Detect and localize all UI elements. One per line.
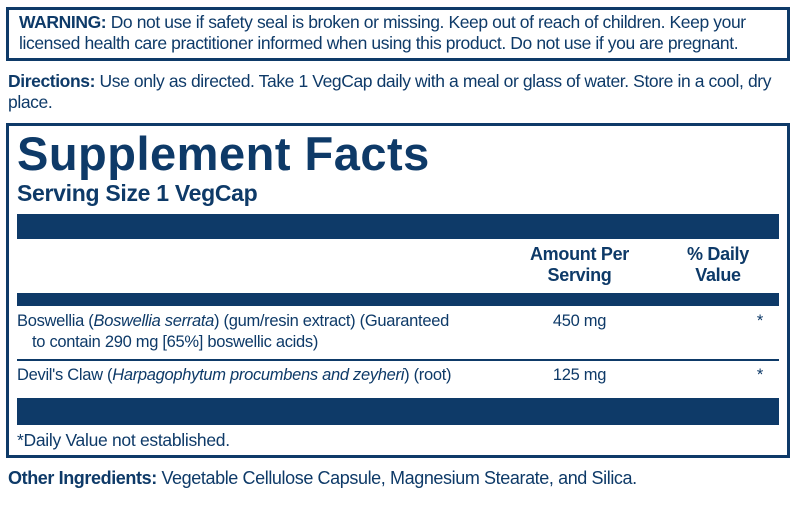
directions-text: Use only as directed. Take 1 VegCap dail… xyxy=(8,71,772,112)
botanical-name: Boswellia serrata xyxy=(93,312,215,330)
other-ingredients-label: Other Ingredients: xyxy=(8,468,157,488)
separator-bar-middle xyxy=(17,293,779,306)
daily-value-header-line2: Value xyxy=(695,265,741,285)
serving-size: Serving Size 1 VegCap xyxy=(17,180,258,206)
daily-value-header: % Daily Value xyxy=(657,244,779,286)
supplement-facts-panel: Supplement Facts Serving Size 1 VegCap A… xyxy=(6,123,790,458)
daily-value-footnote: *Daily Value not established. xyxy=(17,430,230,450)
other-ingredients: Other Ingredients: Vegetable Cellulose C… xyxy=(6,467,790,489)
directions-label: Directions: xyxy=(8,71,96,91)
separator-bar-bottom xyxy=(17,398,779,425)
ingredient-name: Devil's Claw (Harpagophytum procumbens a… xyxy=(17,365,502,386)
amount-header-line1: Amount Per xyxy=(529,244,629,264)
column-headers-row: Amount Per Serving % Daily Value xyxy=(17,239,779,293)
daily-value-header-line1: % Daily xyxy=(687,244,749,264)
botanical-name: Harpagophytum procumbens and zeyheri xyxy=(112,366,405,384)
name-text: ) (root) xyxy=(404,366,452,384)
daily-value-asterisk: * xyxy=(756,366,763,384)
daily-value-asterisk: * xyxy=(756,312,763,330)
warning-text: Do not use if safety seal is broken or m… xyxy=(19,12,746,53)
amount-value: 450 mg xyxy=(552,312,607,330)
directions: Directions: Use only as directed. Take 1… xyxy=(6,71,790,113)
ingredient-column-spacer xyxy=(17,244,502,286)
ingredient-row-devils-claw: Devil's Claw (Harpagophytum procumbens a… xyxy=(17,359,779,392)
name-text: ) (gum/resin extract) (Guaranteed xyxy=(214,312,449,330)
amount-per-serving-header: Amount Per Serving xyxy=(502,244,657,286)
ingredient-name: Boswellia (Boswellia serrata) (gum/resin… xyxy=(17,311,502,353)
warning-box: WARNING: Do not use if safety seal is br… xyxy=(6,7,790,61)
warning-label: WARNING: xyxy=(19,12,107,32)
separator-bar-top xyxy=(17,214,779,239)
amount-header-line2: Serving xyxy=(547,265,612,285)
supplement-facts-title: Supplement Facts xyxy=(17,127,430,180)
other-ingredients-text: Vegetable Cellulose Capsule, Magnesium S… xyxy=(161,468,637,488)
amount-value: 125 mg xyxy=(552,366,607,384)
ingredient-name-line1: Boswellia (Boswellia serrata) (gum/resin… xyxy=(17,311,502,332)
name-text: Boswellia ( xyxy=(17,312,94,330)
ingredient-name-line2: to contain 290 mg [65%] boswellic acids) xyxy=(32,333,319,351)
ingredient-row-boswellia: Boswellia (Boswellia serrata) (gum/resin… xyxy=(17,306,779,359)
name-text: Devil's Claw ( xyxy=(17,366,113,384)
